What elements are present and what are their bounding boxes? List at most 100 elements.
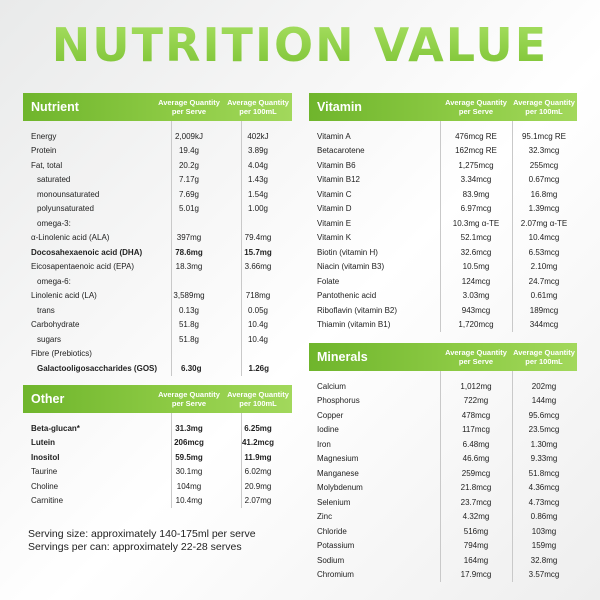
nutrient-name: Pantothenic acid <box>317 291 377 301</box>
value-per-100ml: 10.4g <box>247 334 269 344</box>
servings-per-can-note: Servings per can: approximately 22-28 se… <box>28 541 242 553</box>
value-per-serve: 104mg <box>176 481 202 491</box>
column-header-per-serve: Average Quantity per Serve <box>158 390 220 408</box>
table-row: Taurine 30.1mg 6.02mg <box>23 465 292 480</box>
value-per-100ml: 6.53mcg <box>528 247 560 257</box>
other-table-body: Beta-glucan* 31.3mg 6.25mg Lutein 206mcg 41.2… <box>23 413 292 508</box>
table-row: Copper 478mcg 95.6mcg <box>309 408 577 423</box>
value-per-serve: 19.4g <box>178 146 200 156</box>
nutrient-name: Biotin (vitamin H) <box>317 247 378 257</box>
value-per-100ml: 0.61mg <box>530 291 558 301</box>
nutrient-name: Betacarotene <box>317 146 365 156</box>
value-per-100ml: 1.43g <box>247 175 269 185</box>
table-row: Protein 19.4g 3.89g <box>23 144 292 159</box>
value-per-serve: 6.48mg <box>462 439 490 449</box>
table-row: Vitamin B12 3.34mcg 0.67mcg <box>309 173 577 188</box>
value-per-serve: 117mcg <box>462 425 490 435</box>
nutrient-name: Docosahexaenoic acid (DHA) <box>31 247 143 257</box>
value-per-100ml: 1.26g <box>248 363 269 373</box>
value-per-serve: 7.69g <box>178 189 200 199</box>
value-per-100ml: 11.9mg <box>244 452 272 462</box>
vitamin-header: Vitamin Average Quantity per Serve Average… <box>309 93 577 121</box>
table-row: Vitamin C 83.9mg 16.8mg <box>309 187 577 202</box>
value-per-100ml: 3.57mcg <box>528 570 560 580</box>
value-per-100ml: 24.7mcg <box>528 276 560 286</box>
value-per-serve: 397mg <box>176 233 202 243</box>
nutrient-name: Fibre (Prebiotics) <box>31 349 92 359</box>
minerals-table-body: Calcium 1,012mg 202mg Phosphorus 722mg 144mg C… <box>309 371 577 582</box>
table-row: Riboflavin (vitamin B2) 943mcg 189mcg <box>309 303 577 318</box>
table-row: Fibre (Prebiotics) <box>23 347 292 362</box>
value-per-serve: 943mcg <box>461 305 491 315</box>
nutrient-name: sugars <box>37 334 62 344</box>
nutrient-table-body: Energy 2,009kJ 402kJ Protein 19.4g 3.89g Fat, … <box>23 121 292 376</box>
nutrient-name: Taurine <box>31 467 58 477</box>
table-row: Molybdenum 21.8mcg 4.36mcg <box>309 481 577 496</box>
nutrient-name: monounsaturated <box>37 189 100 199</box>
value-per-serve: 164mg <box>463 555 489 565</box>
nutrient-name: Calcium <box>317 381 346 391</box>
value-per-100ml: 2.07mg α-TE <box>520 218 568 228</box>
value-per-100ml: 1.30mg <box>530 439 558 449</box>
value-per-serve: 10.5mg <box>462 262 490 272</box>
value-per-serve: 794mg <box>463 541 489 551</box>
nutrient-name: Manganese <box>317 468 359 478</box>
table-row: Beta-glucan* 31.3mg 6.25mg <box>23 421 292 436</box>
nutrient-name: Vitamin A <box>317 131 351 141</box>
value-per-100ml: 16.8mg <box>530 189 558 199</box>
value-per-100ml: 0.67mcg <box>528 175 560 185</box>
nutrient-name: Niacin (vitamin B3) <box>317 262 385 272</box>
table-row: Iron 6.48mg 1.30mg <box>309 437 577 452</box>
value-per-100ml: 103mg <box>531 526 557 536</box>
table-row: Vitamin A 476mcg RE 95.1mcg RE <box>309 129 577 144</box>
table-row: Carbohydrate 51.8g 10.4g <box>23 318 292 333</box>
value-per-serve: 476mcg RE <box>455 131 497 141</box>
nutrient-name: Vitamin B6 <box>317 160 356 170</box>
nutrient-name: omega-3: <box>37 218 71 228</box>
nutrient-name: Galactooligosaccharides (GOS) <box>37 363 158 373</box>
column-divider <box>440 371 441 582</box>
value-per-serve: 59.5mg <box>175 452 203 462</box>
table-row: Zinc 4.32mg 0.86mg <box>309 510 577 525</box>
value-per-serve: 1,012mg <box>460 381 492 391</box>
value-per-serve: 51.8g <box>178 334 200 344</box>
value-per-serve: 6.97mcg <box>460 204 492 214</box>
other-heading: Other <box>31 392 65 406</box>
value-per-100ml: 189mcg <box>529 305 559 315</box>
nutrient-name: Energy <box>31 131 57 141</box>
value-per-serve: 10.4mg <box>175 496 203 506</box>
column-header-per-100ml: Average Quantity per 100mL <box>227 98 289 116</box>
table-row: Inositol 59.5mg 11.9mg <box>23 450 292 465</box>
column-divider <box>241 413 242 508</box>
table-row: Pantothenic acid 3.03mg 0.61mg <box>309 289 577 304</box>
column-header-per-100ml: Average Quantity per 100mL <box>513 98 575 116</box>
table-row: omega-3: <box>23 216 292 231</box>
value-per-100ml: 95.6mcg <box>528 410 560 420</box>
value-per-100ml: 3.89g <box>247 146 269 156</box>
nutrient-heading: Nutrient <box>31 100 79 114</box>
nutrient-name: trans <box>37 305 55 315</box>
value-per-100ml: 32.8mg <box>530 555 558 565</box>
nutrient-name: α-Linolenic acid (ALA) <box>31 233 110 243</box>
value-per-100ml: 1.00g <box>247 204 269 214</box>
column-divider <box>241 121 242 376</box>
value-per-100ml: 20.9mg <box>244 481 272 491</box>
value-per-serve: 162mcg RE <box>455 146 497 156</box>
value-per-100ml: 202mg <box>531 381 557 391</box>
column-divider <box>512 121 513 332</box>
table-row: Sodium 164mg 32.8mg <box>309 553 577 568</box>
nutrient-name: Inositol <box>31 452 60 462</box>
table-row: Docosahexaenoic acid (DHA) 78.6mg 15.7mg <box>23 245 292 260</box>
value-per-100ml: 4.04g <box>247 160 269 170</box>
value-per-100ml: 0.05g <box>247 305 269 315</box>
value-per-serve: 478mcg <box>461 410 491 420</box>
column-header-per-serve: Average Quantity per Serve <box>445 348 507 366</box>
value-per-serve: 17.9mcg <box>460 570 492 580</box>
table-row: Vitamin D 6.97mcg 1.39mcg <box>309 202 577 217</box>
table-row: saturated 7.17g 1.43g <box>23 173 292 188</box>
value-per-100ml: 0.86mg <box>530 512 558 522</box>
value-per-serve: 18.3mg <box>175 262 203 272</box>
value-per-serve: 1,720mcg <box>458 320 494 330</box>
table-row: Carnitine 10.4mg 2.07mg <box>23 494 292 509</box>
table-row: Biotin (vitamin H) 32.6mcg 6.53mcg <box>309 245 577 260</box>
